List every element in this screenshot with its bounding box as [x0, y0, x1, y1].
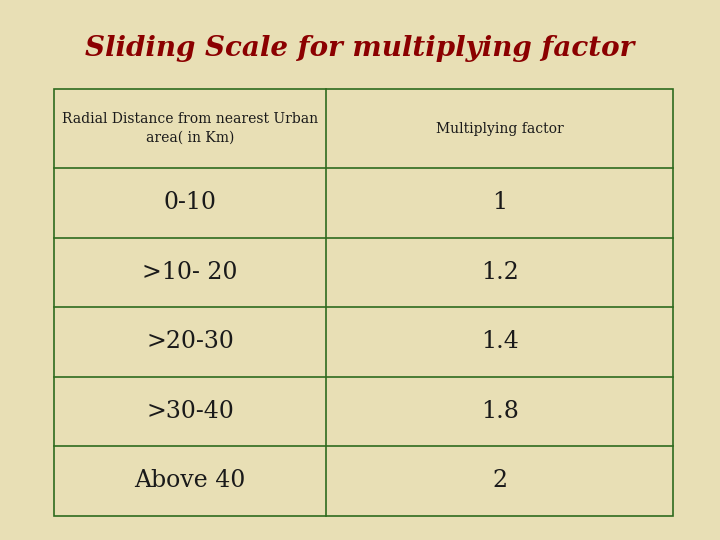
Text: 0-10: 0-10 [163, 191, 217, 214]
Text: Multiplying factor: Multiplying factor [436, 122, 564, 136]
Bar [54, 89, 673, 516]
Text: >20-30: >20-30 [146, 330, 234, 353]
Text: Radial Distance from nearest Urban
area( in Km): Radial Distance from nearest Urban area(… [62, 112, 318, 145]
Text: 1.4: 1.4 [481, 330, 519, 353]
Text: 2: 2 [492, 469, 508, 492]
Text: 1.8: 1.8 [481, 400, 519, 423]
Text: 1: 1 [492, 191, 508, 214]
Text: >10- 20: >10- 20 [143, 261, 238, 284]
Text: 1.2: 1.2 [481, 261, 519, 284]
Text: >30-40: >30-40 [146, 400, 234, 423]
Text: Sliding Scale for multiplying factor: Sliding Scale for multiplying factor [86, 35, 634, 62]
Text: Above 40: Above 40 [135, 469, 246, 492]
